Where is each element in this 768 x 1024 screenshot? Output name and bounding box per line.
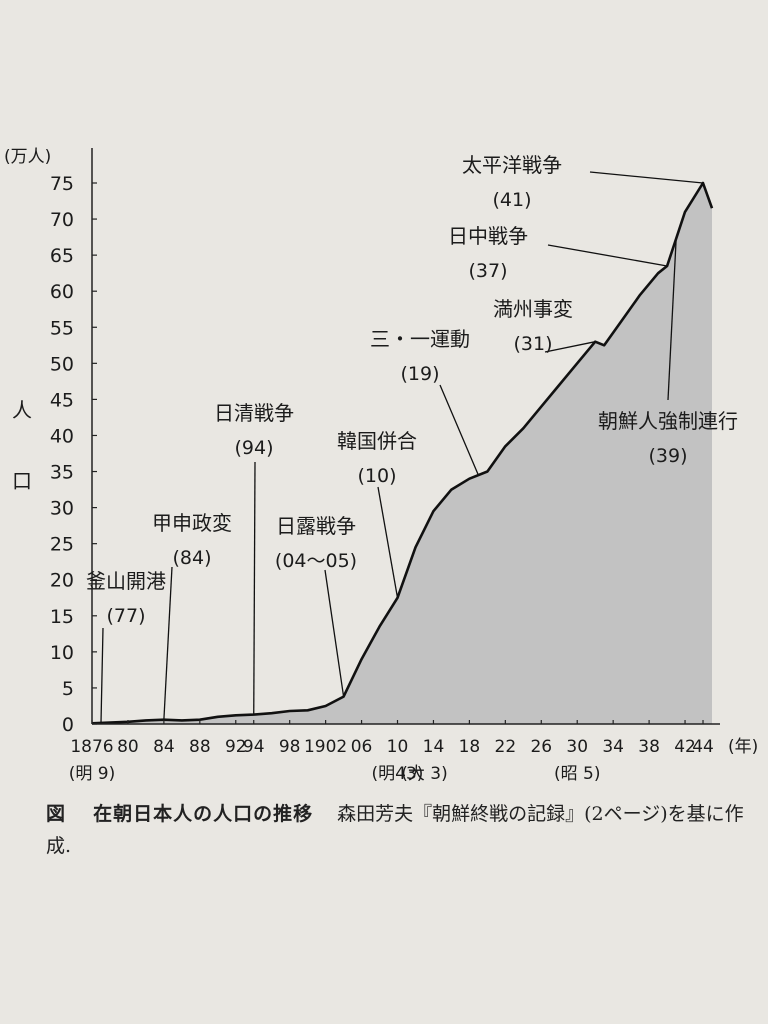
- population-chart: 0 5 10 15 20 25 30 35 40 45 50 55 60 65 70 75 (万人) 人口 1876…: [4, 147, 758, 784]
- y-tick-label: 45: [50, 389, 74, 411]
- y-tick-label: 15: [50, 606, 74, 628]
- annotation-label: 韓国併合: [337, 429, 417, 453]
- annotation-label: 三・一運動: [370, 327, 470, 351]
- y-tick-label: 5: [62, 678, 74, 700]
- y-axis-label: 人: [12, 398, 32, 422]
- annotation-label: 日清戦争: [214, 401, 294, 425]
- x-tick-label: 14: [423, 737, 445, 757]
- annotation-label: 釜山開港: [86, 569, 166, 593]
- annotation-year: (41): [492, 189, 531, 211]
- x-tick-label: 44: [692, 737, 714, 757]
- annotation-year: (39): [648, 445, 687, 467]
- y-tick-label: 75: [50, 173, 74, 195]
- x-tick-label: 38: [638, 737, 660, 757]
- annotation-year: (31): [513, 333, 552, 355]
- y-unit-label: (万人): [4, 147, 51, 167]
- annotation-year: (77): [106, 605, 145, 627]
- annotation-leader-line: [100, 627, 104, 724]
- x-tick-label: 84: [153, 737, 175, 757]
- x-tick-label: 10: [387, 737, 409, 757]
- caption-title: 在朝日本人の人口の推移: [93, 803, 314, 825]
- y-tick-label: 50: [50, 353, 74, 375]
- x-tick-label: 98: [279, 737, 301, 757]
- x-tick-label: 42: [674, 737, 696, 757]
- era-label: (明43): [372, 764, 424, 784]
- caption-figure-label: 図: [46, 803, 66, 825]
- population-line: [91, 181, 714, 725]
- figure-caption: 図 在朝日本人の人口の推移 森田芳夫『朝鮮終戦の記録』(2ページ)を基に作成.: [46, 798, 746, 862]
- annotation-leader-line: [377, 486, 399, 598]
- x-tick-label: 26: [530, 737, 552, 757]
- y-tick-label: 10: [50, 642, 74, 664]
- annotation-year: (84): [172, 547, 211, 569]
- annotation-label: 太平洋戦争: [462, 153, 562, 177]
- annotation-label: 日露戦争: [276, 514, 356, 538]
- annotation-year: (04～05): [275, 550, 357, 572]
- era-label: (明 9): [69, 764, 115, 784]
- annotation-year: (37): [468, 260, 507, 282]
- y-tick-label: 70: [50, 209, 74, 231]
- annotation-label: 甲申政変: [152, 511, 232, 535]
- y-axis-label: 口: [12, 469, 32, 493]
- x-tick-label: 06: [351, 737, 373, 757]
- annotation-year: (10): [357, 465, 396, 487]
- annotation-leader-line: [324, 569, 345, 697]
- y-tick-label: 60: [50, 281, 74, 303]
- y-tick-label: 55: [50, 317, 74, 339]
- x-tick-label: 94: [243, 737, 265, 757]
- y-tick-label: 65: [50, 245, 74, 267]
- caption-source: 森田芳夫『朝鮮終戦の記録』(2ページ)を基に作成.: [46, 803, 744, 857]
- y-tick-label: 20: [50, 570, 74, 592]
- era-label: (大 3): [401, 764, 447, 784]
- y-tick-label: 35: [50, 462, 74, 484]
- annotation-leader-line: [439, 384, 479, 476]
- y-tick-label: 0: [62, 714, 74, 736]
- annotation-leader-line: [163, 566, 173, 720]
- era-label: (昭 5): [554, 764, 600, 784]
- annotation-label: 朝鮮人強制連行: [598, 409, 738, 433]
- annotation-year: (19): [400, 363, 439, 385]
- annotation-leader-line: [544, 341, 596, 353]
- y-tick-label: 30: [50, 498, 74, 520]
- annotation-label: 日中戦争: [448, 224, 528, 248]
- annotation-leader-line: [253, 461, 256, 715]
- x-tick-label: 22: [495, 737, 517, 757]
- annotation-leader-line: [589, 171, 704, 184]
- annotation-leader-line: [667, 240, 677, 401]
- x-tick-label: 1902: [304, 737, 347, 757]
- x-tick-label: 18: [459, 737, 481, 757]
- y-tick-label: 25: [50, 534, 74, 556]
- x-tick-label: 88: [189, 737, 211, 757]
- x-tick-label: 30: [566, 737, 588, 757]
- x-tick-label: 92: [225, 737, 247, 757]
- x-tick-label: 80: [117, 737, 139, 757]
- annotation-leader-line: [547, 244, 668, 267]
- x-tick-label: 34: [602, 737, 624, 757]
- annotation-label: 満州事変: [493, 297, 573, 321]
- annotation-year: (94): [234, 437, 273, 459]
- x-tick-label: 1876: [70, 737, 113, 757]
- y-tick-label: 40: [50, 425, 74, 447]
- population-area: [92, 183, 712, 724]
- x-unit-label: (年): [728, 737, 758, 757]
